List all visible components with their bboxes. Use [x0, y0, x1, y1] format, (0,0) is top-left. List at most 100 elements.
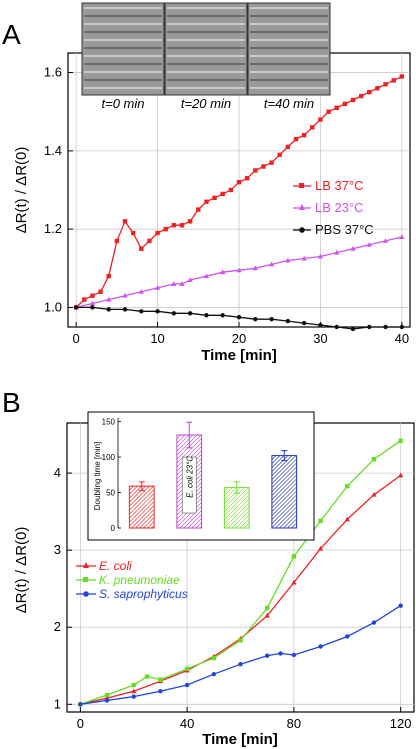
legend-marker-ssap	[83, 591, 89, 597]
panel-b-point-k-pneumoniae	[104, 692, 110, 698]
panel-b-point-k-pneumoniae	[184, 666, 190, 672]
inset-ytick-label: 0	[111, 524, 116, 533]
inset-bar-hatch	[271, 478, 297, 504]
inset-bar-hatch	[195, 522, 202, 529]
inset-bar-hatch	[271, 455, 281, 464]
panel-a-ylabel: ΔR(t) / ΔR(0)	[13, 147, 30, 234]
panel-b-xlabel: Time [min]	[202, 731, 278, 748]
inset-bar-hatch	[176, 442, 202, 468]
panel-a-point-lb-37-c	[261, 164, 266, 169]
inset-bar-hatch	[231, 510, 250, 529]
inset-bar-hatch	[176, 502, 202, 528]
panel-a-ytick-label: 1.2	[44, 221, 62, 236]
panel-b-letter: B	[2, 387, 21, 418]
panel-a-point-lb-37-c	[350, 97, 356, 103]
legend-marker-pbs	[299, 227, 305, 233]
legend-marker-kpneu	[83, 577, 88, 582]
panel-a-point-pbs-37-c	[90, 305, 95, 310]
panel-b-point-e-coli	[398, 472, 404, 478]
panel-a-point-lb-23-c	[334, 249, 340, 255]
inset-bars: E. coli 23°C	[128, 421, 298, 529]
legend-label-ssap: S. saprophyticus	[99, 587, 188, 601]
panel-a-point-lb-37-c	[212, 195, 217, 201]
panel-a-point-lb-23-c	[122, 292, 128, 298]
inset-bar-hatch	[224, 494, 250, 520]
inset-bar-hatch	[271, 455, 293, 476]
panel-a-point-lb-23-c	[89, 300, 96, 306]
panel-b-point-s-saprophyticus	[398, 603, 403, 608]
panel-a-point-pbs-37-c	[171, 311, 177, 316]
panel-a-point-lb-23-c	[350, 245, 356, 251]
panel-a-point-lb-23-c	[179, 281, 185, 286]
inset-bar-hatch	[129, 485, 146, 503]
panel-a-xtick-label: 20	[232, 331, 246, 346]
panel-a-point-lb-37-c	[139, 246, 144, 251]
panel-a-point-pbs-37-c	[318, 322, 323, 328]
panel-a-point-lb-37-c	[375, 86, 380, 91]
panel-a-point-lb-37-c	[220, 191, 225, 197]
panel-b-xtick-label: 80	[287, 716, 301, 731]
legend-label-ecoli: E. coli	[99, 559, 132, 573]
inset-bar-hatch	[271, 502, 297, 528]
inset-bar-hatch	[224, 487, 241, 504]
inset-bar-hatch	[287, 518, 297, 529]
panel-b-point-e-coli	[344, 516, 350, 522]
inset-bar-hatch	[271, 482, 297, 508]
panel-a-point-lb-23-c	[301, 255, 307, 261]
inset-frame	[87, 411, 315, 541]
panel-b-point-e-coli	[291, 579, 297, 585]
inset-bar-hatch	[129, 485, 154, 511]
inset-bar-hatch	[224, 487, 233, 496]
panel-a-point-pbs-37-c	[106, 307, 111, 312]
panel-b-ytick-label: 4	[54, 465, 61, 480]
panel-a-series-line-lb-23-c	[75, 236, 403, 309]
inset-bar-hatch	[176, 434, 182, 440]
panel-a-point-lb-37-c	[130, 230, 136, 236]
inset-bar-hatch	[224, 487, 245, 508]
panel-b-series-line-s-saprophyticus	[80, 605, 402, 705]
panel-a-point-lb-37-c	[334, 105, 339, 110]
inset-bar-hatch	[291, 522, 297, 529]
panel-a-point-lb-37-c	[163, 226, 168, 232]
panel-a-xlabel: Time [min]	[201, 347, 277, 364]
panel-a-legend: LB 37°C LB 23°C PBS 37°C	[293, 178, 374, 237]
legend-label-lb37: LB 37°C	[315, 178, 364, 193]
panel-b-point-s-saprophyticus	[184, 682, 190, 688]
inset-bar-annotation: E. coli 23°C	[185, 456, 194, 498]
legend-marker-ecoli	[83, 562, 89, 568]
micrograph-label-2: t=20 min	[181, 96, 231, 111]
inset-bar-hatch	[143, 517, 155, 529]
panel-b-point-s-saprophyticus	[238, 662, 243, 667]
inset-bar-hatch	[295, 526, 297, 529]
inset-bar-hatch	[271, 455, 285, 468]
panel-a-point-pbs-37-c	[236, 315, 242, 320]
inset-bar-hatch	[227, 506, 250, 529]
panel-b-point-s-saprophyticus	[158, 688, 163, 694]
panel-a-point-pbs-37-c	[253, 316, 258, 322]
inset-ylabel: Doubling time [min]	[93, 442, 102, 510]
panel-b-point-e-coli	[371, 491, 377, 497]
panel-a-point-lb-23-c	[399, 234, 405, 239]
panel-a-point-lb-37-c	[253, 168, 258, 173]
panel-a-point-lb-37-c	[179, 223, 185, 228]
inset-bar-hatch	[271, 490, 297, 516]
inset-bar-hatch	[135, 509, 155, 529]
panel-a-point-lb-23-c	[382, 238, 389, 243]
panel-b-point-s-saprophyticus	[371, 620, 377, 625]
panel-a-point-lb-37-c	[82, 297, 87, 302]
panel-a-point-pbs-37-c	[220, 313, 225, 318]
inset-bar-hatch	[243, 522, 250, 529]
panel-a-point-lb-37-c	[106, 273, 111, 279]
panel-a-xtick-label: 10	[150, 331, 164, 346]
inset-bar-hatch	[176, 434, 190, 448]
panel-b-point-k-pneumoniae	[238, 638, 243, 643]
panel-a-point-lb-37-c	[90, 293, 95, 298]
inset-bar-hatch	[224, 487, 249, 512]
inset-bar-hatch	[224, 498, 250, 524]
panel-b-ylabel: ΔR(t) / ΔR(0)	[13, 527, 30, 614]
panel-a-point-lb-23-c	[285, 257, 291, 263]
panel-a-point-lb-23-c	[187, 277, 193, 283]
panel-a-ytick-label: 1.0	[44, 299, 62, 314]
panel-b-xtick-label: 40	[180, 716, 194, 731]
